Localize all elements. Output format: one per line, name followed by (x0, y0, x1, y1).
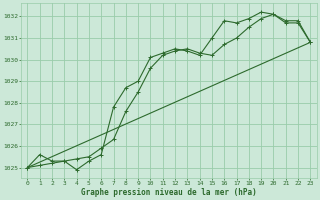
X-axis label: Graphe pression niveau de la mer (hPa): Graphe pression niveau de la mer (hPa) (81, 188, 257, 197)
